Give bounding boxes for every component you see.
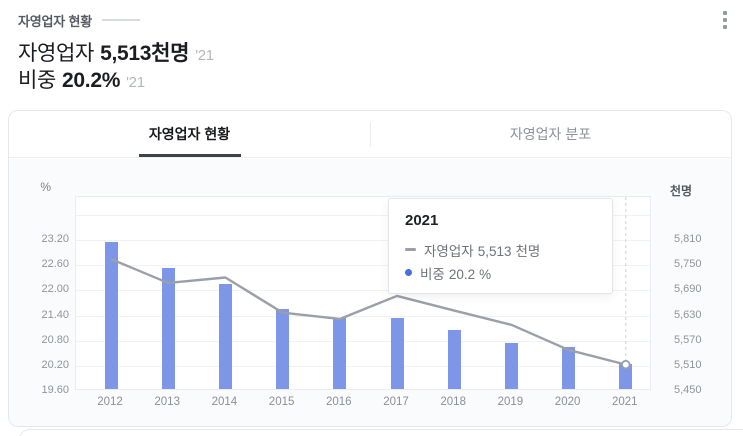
left-axis-tick: 20.20 xyxy=(41,358,69,371)
gridline xyxy=(76,340,650,342)
x-label-2021: 2021 xyxy=(612,396,638,408)
x-label-2016: 2016 xyxy=(326,396,352,408)
bar-series-marker-icon xyxy=(405,269,412,276)
tooltip-row-line-series: 자영업자 5,513 천명 xyxy=(405,238,596,261)
right-axis-tick: 5,750 xyxy=(674,258,702,271)
x-label-2018: 2018 xyxy=(440,396,466,408)
bar-2013[interactable] xyxy=(161,267,175,389)
gridline xyxy=(76,290,650,292)
left-axis-tick: 21.40 xyxy=(41,308,69,321)
chart-card: 자영업자 현황 자영업자 분포 % 천명 2021 자영업자 5,513 천명 비중… xyxy=(8,110,732,427)
next-section-top-edge xyxy=(18,429,743,436)
widget-header: 자영업자 현황 xyxy=(18,9,733,31)
tab-self-employed-distribution[interactable]: 자영업자 분포 xyxy=(370,111,731,157)
tooltip-title: 2021 xyxy=(405,212,439,229)
gridline xyxy=(76,215,650,217)
right-axis-tick: 5,810 xyxy=(674,233,702,246)
right-axis-tick: 5,690 xyxy=(674,283,702,296)
x-label-2014: 2014 xyxy=(211,396,238,408)
left-axis-tick: 22.60 xyxy=(41,258,69,271)
stat-year: '21 xyxy=(126,74,145,91)
stat-ratio: 비중 20.2% '21 xyxy=(18,64,145,94)
stat-value: 20.2% xyxy=(62,69,121,92)
stat-year: '21 xyxy=(195,47,214,64)
bar-2015[interactable] xyxy=(276,309,290,389)
x-label-2013: 2013 xyxy=(154,396,180,408)
x-label-2020: 2020 xyxy=(554,396,581,408)
x-label-2015: 2015 xyxy=(268,396,295,408)
stat-label: 비중 xyxy=(18,69,57,92)
bar-2020[interactable] xyxy=(562,347,576,389)
tab-self-employed-status[interactable]: 자영업자 현황 xyxy=(9,111,370,157)
right-axis-tick: 5,450 xyxy=(674,384,702,396)
right-axis-tick: 5,570 xyxy=(674,333,702,346)
right-axis-tick: 5,510 xyxy=(674,358,702,371)
widget-title: 자영업자 현황 xyxy=(18,13,92,29)
left-axis-tick: 20.80 xyxy=(41,333,69,346)
bar-2012[interactable] xyxy=(104,242,118,389)
bar-2017[interactable] xyxy=(390,317,404,389)
stat-label: 자영업자 xyxy=(18,42,95,65)
bar-2014[interactable] xyxy=(218,284,232,389)
gridline xyxy=(76,315,650,317)
x-label-2017: 2017 xyxy=(383,396,409,408)
bar-2021[interactable] xyxy=(619,363,633,389)
tooltip-row-bar-series: 비중 20.2% xyxy=(405,261,596,284)
x-label-2012: 2012 xyxy=(97,396,123,408)
right-axis-tick: 5,630 xyxy=(674,308,702,321)
gridline xyxy=(76,265,650,267)
chart-tooltip: 2021 자영업자 5,513 천명 비중 20.2% xyxy=(388,198,613,294)
more-menu-button[interactable] xyxy=(717,9,733,31)
left-axis-tick: 22.00 xyxy=(41,283,69,296)
chart-area: % 천명 2021 자영업자 5,513 천명 비중 20.2% 23.20 22.60… xyxy=(9,159,731,426)
bar-2019[interactable] xyxy=(504,342,518,389)
right-axis-unit-label: 천명 xyxy=(670,184,693,198)
left-axis-unit-label: % xyxy=(40,180,51,194)
active-tab-underline xyxy=(138,154,241,157)
title-dash-rule xyxy=(101,19,140,21)
line-series xyxy=(110,197,631,370)
left-axis-tick: 19.60 xyxy=(41,384,69,396)
line-series-marker-icon xyxy=(405,248,416,251)
stat-value: 5,513천명 xyxy=(100,42,190,65)
tab-bar: 자영업자 현황 자영업자 분포 xyxy=(9,111,731,158)
highlighted-point-marker xyxy=(621,359,631,370)
bar-2016[interactable] xyxy=(333,317,347,389)
gridline xyxy=(76,365,650,367)
gridline xyxy=(76,240,650,242)
bar-2018[interactable] xyxy=(447,330,461,389)
left-axis-tick: 23.20 xyxy=(41,233,69,246)
kebab-menu-icon xyxy=(723,11,727,15)
stat-self-employed: 자영업자 5,513천명 '21 xyxy=(18,37,214,67)
x-label-2019: 2019 xyxy=(497,396,524,408)
